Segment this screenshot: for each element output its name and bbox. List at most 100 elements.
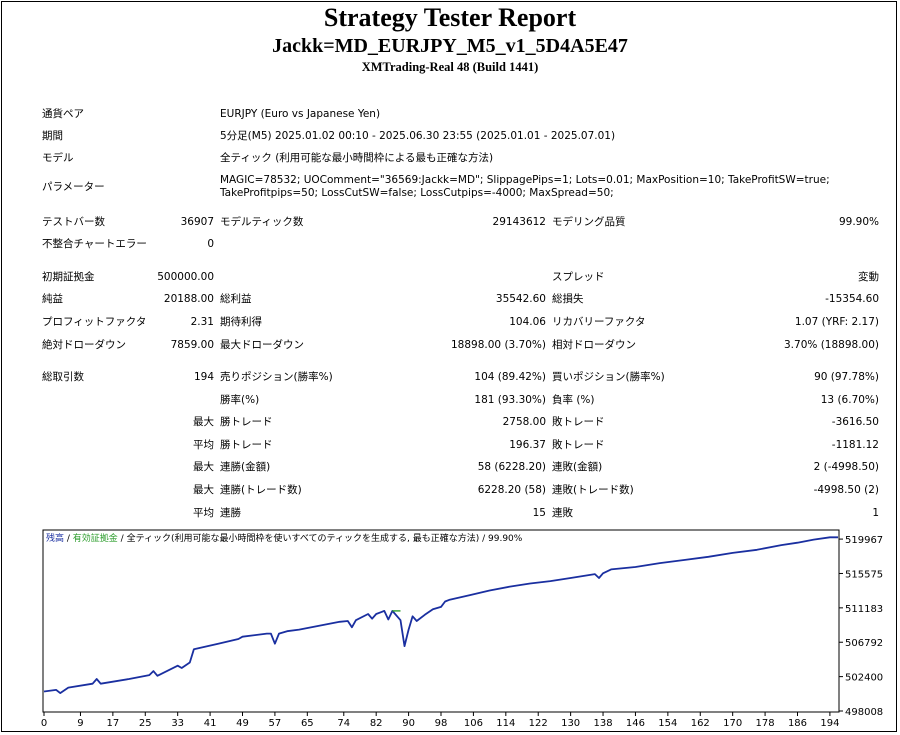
spread-label: スプレッド	[552, 271, 605, 283]
average-win-value: 196.37	[509, 439, 546, 451]
legend-balance: 残高	[46, 532, 64, 544]
balance-line	[43, 536, 838, 694]
relative-drawdown-value: 3.70% (18898.00)	[784, 339, 879, 351]
y-tick-label: 498008	[845, 707, 883, 718]
x-tick-label: 170	[723, 718, 742, 729]
long-positions-value: 90 (97.78%)	[814, 371, 879, 383]
legend-separator-2: /	[118, 534, 127, 544]
x-tick-label: 17	[107, 718, 120, 729]
deposit-value: 500000.00	[157, 271, 214, 283]
max-consecutive-losses-label: 連敗(金額)	[552, 461, 603, 473]
chart-series	[43, 536, 838, 694]
legend-separator-1: /	[64, 534, 73, 544]
params-line-2: TakeProfitpips=50; LossCutSW=false; Loss…	[220, 187, 614, 199]
model-value: 全ティック (利用可能な最小時間枠による最も正確な方法)	[220, 152, 494, 164]
report-title: Strategy Tester Report	[323, 3, 577, 32]
y-tick-label: 502400	[845, 673, 883, 684]
expected-payoff-label: 期待利得	[220, 316, 262, 328]
short-positions-value: 104 (89.42%)	[474, 371, 546, 383]
x-tick-label: 146	[626, 718, 645, 729]
max-consecutive-loss-value: -4998.50 (2)	[813, 484, 879, 496]
net-profit-label: 純益	[42, 293, 63, 305]
mismatch-value: 0	[207, 238, 214, 250]
gross-loss-label: 総損失	[552, 293, 584, 305]
symbol-value: EURJPY (Euro vs Japanese Yen)	[220, 108, 381, 120]
spread-value: 変動	[858, 271, 879, 283]
absolute-drawdown-value: 7859.00	[170, 339, 214, 351]
largest-prefix: 最大	[193, 416, 214, 428]
max-consecutive-loss-label: 連敗(トレード数)	[552, 484, 634, 496]
x-tick-label: 74	[337, 718, 350, 729]
period-value: 5分足(M5) 2025.01.02 00:10 - 2025.06.30 23…	[220, 130, 616, 142]
net-profit-value: 20188.00	[163, 293, 214, 305]
x-tick-label: 0	[41, 718, 47, 729]
loss-rate-label: 負率 (%)	[552, 394, 595, 406]
params-line-1: MAGIC=78532; UOComment="36569:Jackk=MD";…	[220, 174, 830, 186]
gross-profit-label: 総利益	[220, 293, 252, 305]
average-consecutive-wins-value: 15	[532, 507, 546, 519]
x-tick-label: 57	[269, 718, 282, 729]
loss-rate-value: 13 (6.70%)	[820, 394, 879, 406]
average-consecutive-losses-value: 1	[872, 507, 879, 519]
max-consecutive-profit-label: 連勝(トレード数)	[220, 484, 302, 496]
x-tick-label: 186	[788, 718, 807, 729]
chart-plot-area	[42, 529, 840, 713]
max-consecutive-wins-label: 連勝(金額)	[220, 461, 271, 473]
ticks-value: 29143612	[492, 216, 546, 228]
y-tick-label: 515575	[845, 569, 883, 580]
max-drawdown-value: 18898.00 (3.70%)	[451, 339, 546, 351]
deposit-label: 初期証拠金	[42, 271, 95, 283]
average-consecutive-losses-label: 連敗	[552, 507, 573, 519]
x-tick-label: 82	[370, 718, 383, 729]
expected-payoff-value: 104.06	[509, 316, 546, 328]
x-tick-label: 178	[756, 718, 775, 729]
y-tick-label: 511183	[845, 604, 883, 615]
max-consecutive-losses-value: 2 (-4998.50)	[813, 461, 879, 473]
legend-quality: 99.90%	[488, 534, 523, 544]
x-axis-ticks: 0 9 17 25 33 41 49 57 65 74 82 90 98 106 114 122 130 138 1…	[41, 712, 839, 729]
x-tick-label: 25	[139, 718, 152, 729]
x-tick-label: 122	[529, 718, 548, 729]
x-tick-label: 41	[204, 718, 217, 729]
x-tick-label: 90	[402, 718, 415, 729]
win-rate-value: 181 (93.30%)	[474, 394, 546, 406]
largest-win-value: 2758.00	[502, 416, 546, 428]
average-consecutive-prefix: 平均	[193, 507, 214, 519]
report-subtitle: Jackk=MD_EURJPY_M5_v1_5D4A5E47	[272, 35, 628, 57]
max-drawdown-label: 最大ドローダウン	[220, 339, 304, 351]
bars-value: 36907	[180, 216, 214, 228]
x-tick-label: 106	[464, 718, 483, 729]
mismatch-label: 不整合チャートエラー	[42, 238, 147, 250]
ticks-label: モデルティック数	[220, 216, 304, 228]
recovery-factor-label: リカバリーファクタ	[552, 316, 646, 328]
legend-separator-3: /	[479, 534, 488, 544]
average-consecutive-wins-label: 連勝	[220, 507, 241, 519]
largest-win-label: 勝トレード	[220, 416, 273, 428]
average-loss-label: 敗トレード	[552, 439, 605, 451]
largest-loss-value: -3616.50	[831, 416, 879, 428]
recovery-factor-value: 1.07 (YRF: 2.17)	[794, 316, 879, 328]
total-trades-value: 194	[193, 371, 214, 383]
y-axis-ticks: 519967 515575 511183 506792 502400 498008	[839, 535, 883, 718]
quality-value: 99.90%	[838, 216, 879, 228]
x-tick-label: 49	[236, 718, 249, 729]
symbol-label: 通貨ペア	[42, 108, 84, 120]
x-tick-label: 162	[691, 718, 710, 729]
profit-factor-value: 2.31	[190, 316, 214, 328]
profit-factor-label: プロフィットファクタ	[42, 316, 147, 328]
max-consecutive-profit-value: 6228.20 (58)	[477, 484, 546, 496]
period-label: 期間	[42, 130, 63, 142]
bars-label: テストバー数	[42, 216, 105, 228]
x-tick-label: 9	[77, 718, 83, 729]
absolute-drawdown-label: 絶対ドローダウン	[42, 339, 126, 351]
x-tick-label: 154	[658, 718, 677, 729]
total-trades-label: 総取引数	[42, 371, 84, 383]
max-consecutive-prefix: 最大	[193, 461, 214, 473]
relative-drawdown-label: 相対ドローダウン	[552, 339, 636, 351]
x-tick-label: 114	[496, 718, 515, 729]
y-tick-label: 506792	[845, 638, 883, 649]
win-rate-label: 勝率(%)	[220, 394, 260, 406]
short-positions-label: 売りポジション(勝率%)	[220, 371, 333, 383]
